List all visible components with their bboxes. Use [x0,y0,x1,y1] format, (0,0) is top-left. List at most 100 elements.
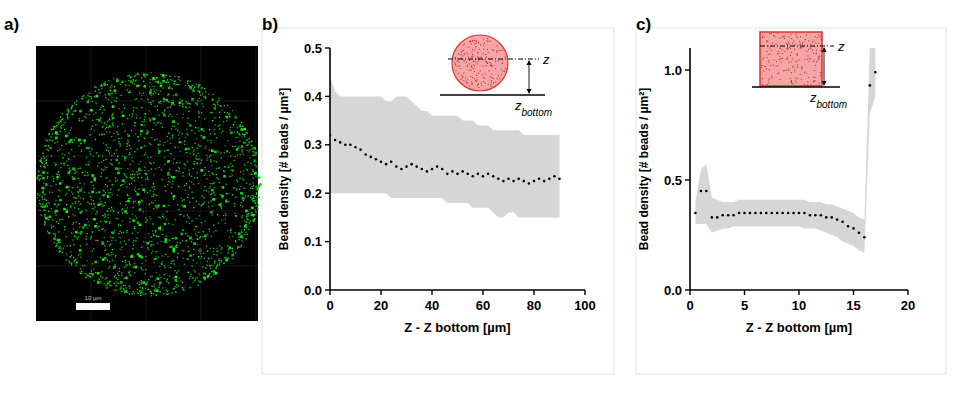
bead [72,177,75,180]
bead [198,250,199,251]
bead [41,187,44,190]
bead [51,227,52,228]
bead [216,177,217,178]
bead [163,217,164,218]
bead [75,203,76,204]
bead [96,211,97,212]
bead [119,168,120,169]
bead [144,167,145,168]
bead [40,204,41,205]
bead [173,277,174,278]
bead [203,203,204,204]
bead [217,264,218,265]
bead [73,110,74,111]
bead [219,260,220,261]
bead [96,152,97,153]
bead [226,120,227,121]
image-grid [36,211,258,212]
bead [211,271,212,272]
bead [132,242,133,243]
bead [44,221,45,222]
bead [160,229,161,230]
bead [157,109,158,110]
bead [148,157,149,158]
bead [177,242,178,243]
bead [49,192,50,193]
image-grid [256,46,257,321]
bead [183,176,184,177]
bead [86,277,87,278]
bead [146,74,147,75]
bead [169,169,170,170]
bead [187,235,188,236]
bead [92,231,93,232]
bead [110,87,111,88]
bead [115,167,118,170]
bead [252,145,253,146]
bead [66,204,67,205]
bead [197,148,198,149]
bead [228,246,231,249]
bead [171,245,172,246]
bead [78,192,79,193]
bead [58,196,59,197]
bead [179,132,180,133]
bead [163,205,166,208]
bead [134,293,135,294]
bead [175,279,178,282]
bead [132,116,133,117]
bead [99,134,100,135]
bead [155,206,156,207]
bead [246,222,247,223]
bead [51,148,52,149]
bead [124,107,125,108]
bead [129,218,130,219]
bead [174,83,175,84]
bead [232,194,233,195]
bead [189,124,192,127]
bead [240,129,241,130]
bead [224,112,225,113]
bead [161,263,162,264]
bead [111,155,112,156]
bead [215,124,216,125]
bead [130,275,131,276]
bead [255,176,256,177]
bead [115,265,116,266]
bead [161,263,162,264]
bead [228,257,229,258]
bead [91,199,92,200]
bead [189,237,192,240]
bead [118,225,119,226]
bead [124,183,125,184]
bead [120,231,121,232]
bead [116,282,117,283]
bead [251,212,252,213]
bead [104,191,105,192]
micrograph [36,46,258,321]
bead [203,136,206,139]
bead [216,267,217,268]
bead [233,169,234,170]
bead [254,174,255,175]
bead [194,229,195,230]
bead [209,273,210,274]
bead [125,131,126,132]
bead [168,87,171,90]
bead [233,187,234,188]
bead [159,144,160,145]
bead [176,170,177,171]
bead [97,281,100,284]
bead [101,162,102,163]
bead [68,111,69,112]
bead [207,261,208,262]
bead [251,207,254,210]
bead [226,150,227,151]
bead [208,191,209,192]
bead [189,107,190,108]
bead [108,120,109,121]
bead [164,110,165,111]
bead [235,232,236,233]
bead [79,183,80,184]
bead [158,227,161,230]
